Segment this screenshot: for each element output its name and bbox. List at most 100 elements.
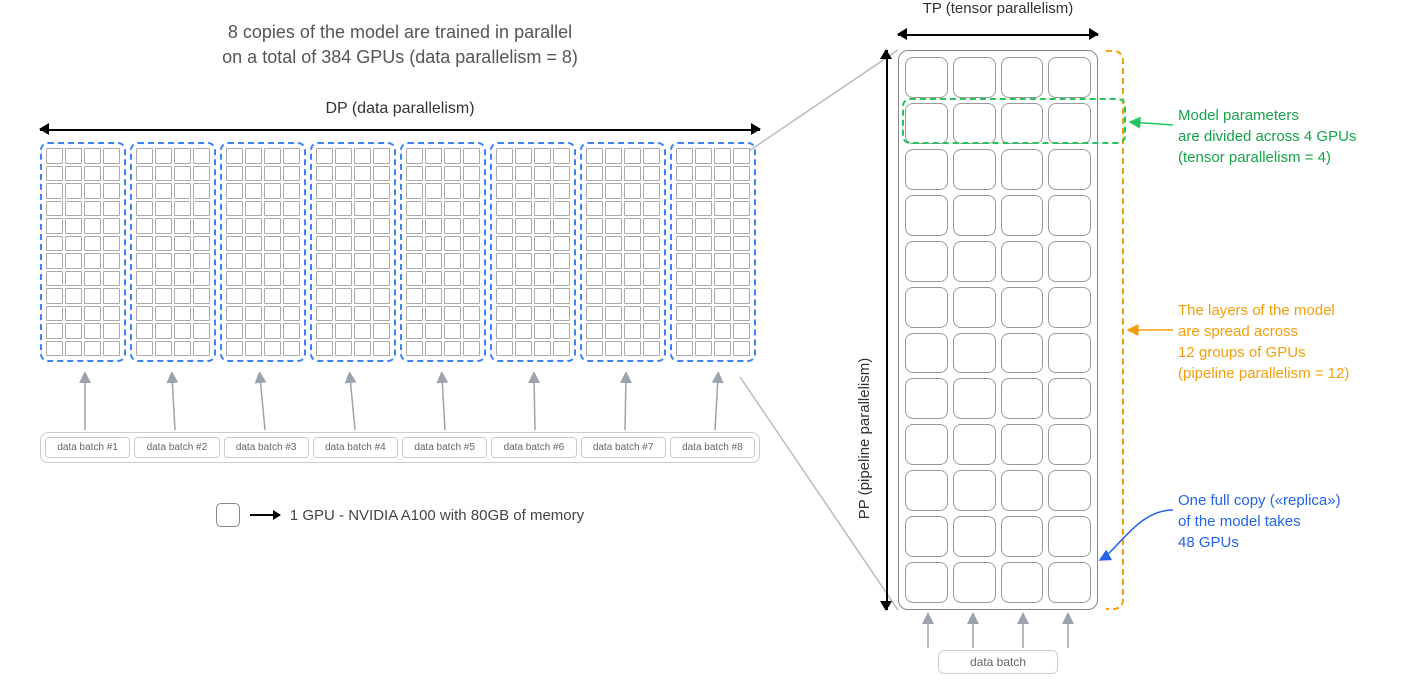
gpu-cell: [316, 323, 333, 339]
gpu-cell-large: [1048, 287, 1091, 328]
pp-axis-arrow: [880, 50, 892, 610]
gpu-cell-large: [905, 57, 948, 98]
gpu-cell: [515, 341, 532, 357]
gpu-cell: [643, 201, 660, 217]
gpu-cell: [155, 183, 172, 199]
gpu-cell: [515, 271, 532, 287]
gpu-cell: [496, 271, 513, 287]
gpu-cell: [174, 148, 191, 164]
gpu-cell: [605, 323, 622, 339]
gpu-cell: [695, 288, 712, 304]
gpu-cell: [406, 166, 423, 182]
gpu-cell: [444, 236, 461, 252]
gpu-cell: [193, 306, 210, 322]
gpu-cell: [65, 166, 82, 182]
gpu-cell: [425, 183, 442, 199]
gpu-cell-large: [1001, 57, 1044, 98]
annot-orange-3: 12 groups of GPUs: [1178, 342, 1378, 363]
gpu-cell: [534, 271, 551, 287]
gpu-cell: [534, 341, 551, 357]
gpu-cell: [136, 166, 153, 182]
gpu-cell-large: [953, 516, 996, 557]
gpu-cell: [624, 288, 641, 304]
gpu-cell: [193, 323, 210, 339]
gpu-legend-arrow-icon: [250, 514, 280, 516]
gpu-cell: [463, 236, 480, 252]
gpu-cell-large: [1048, 149, 1091, 190]
gpu-cell: [65, 253, 82, 269]
gpu-cell: [714, 201, 731, 217]
gpu-cell: [463, 306, 480, 322]
gpu-cell: [714, 288, 731, 304]
gpu-cell-large: [905, 378, 948, 419]
gpu-cell-large: [1048, 333, 1091, 374]
gpu-cell: [335, 288, 352, 304]
gpu-cell: [136, 236, 153, 252]
data-batch-label: data batch #3: [224, 437, 309, 458]
gpu-cell: [373, 166, 390, 182]
gpu-cell: [515, 288, 532, 304]
annot-blue-1: One full copy («replica»): [1178, 490, 1388, 511]
gpu-cell: [245, 271, 262, 287]
gpu-cell: [676, 166, 693, 182]
annotation-replica: One full copy («replica») of the model t…: [1178, 490, 1388, 553]
gpu-cell: [586, 236, 603, 252]
batch-row: data batch #1data batch #2data batch #3d…: [40, 432, 760, 463]
gpu-cell-large: [1001, 241, 1044, 282]
gpu-cell: [463, 148, 480, 164]
gpu-cell: [354, 236, 371, 252]
gpu-cell: [406, 236, 423, 252]
gpu-cell: [406, 201, 423, 217]
gpu-cell: [264, 341, 281, 357]
data-batch-label: data batch #5: [402, 437, 487, 458]
gpu-cell: [444, 271, 461, 287]
gpu-cell-large: [953, 287, 996, 328]
gpu-cell: [335, 253, 352, 269]
gpu-cell: [676, 218, 693, 234]
gpu-cell: [174, 166, 191, 182]
gpu-cell: [155, 341, 172, 357]
gpu-cell: [714, 236, 731, 252]
gpu-cell-large: [953, 195, 996, 236]
gpu-cell: [245, 306, 262, 322]
gpu-cell: [46, 236, 63, 252]
gpu-cell: [714, 166, 731, 182]
gpu-cell: [155, 271, 172, 287]
gpu-cell: [46, 218, 63, 234]
gpu-cell: [335, 148, 352, 164]
gpu-cell: [676, 201, 693, 217]
dp-replica: [220, 142, 306, 362]
gpu-cell: [245, 288, 262, 304]
gpu-cell: [373, 341, 390, 357]
gpu-cell: [425, 306, 442, 322]
gpu-cell: [283, 323, 300, 339]
gpu-cell: [174, 271, 191, 287]
dp-replica: [400, 142, 486, 362]
gpu-cell: [714, 253, 731, 269]
gpu-cell: [103, 201, 120, 217]
gpu-cell: [283, 306, 300, 322]
gpu-cell: [463, 253, 480, 269]
gpu-cell: [425, 271, 442, 287]
gpu-cell: [496, 166, 513, 182]
gpu-cell: [515, 201, 532, 217]
title-line-1: 8 copies of the model are trained in par…: [40, 20, 760, 45]
gpu-cell: [65, 341, 82, 357]
gpu-cell: [496, 148, 513, 164]
gpu-cell-large: [1001, 424, 1044, 465]
gpu-cell-large: [1001, 378, 1044, 419]
gpu-cell: [335, 183, 352, 199]
gpu-cell-large: [905, 287, 948, 328]
gpu-cell: [136, 341, 153, 357]
gpu-cell: [733, 288, 750, 304]
gpu-cell: [676, 236, 693, 252]
gpu-cell: [463, 218, 480, 234]
gpu-cell: [676, 323, 693, 339]
data-batch-label: data batch #1: [45, 437, 130, 458]
title-line-2: on a total of 384 GPUs (data parallelism…: [40, 45, 760, 70]
gpu-cell: [103, 323, 120, 339]
gpu-cell: [354, 271, 371, 287]
gpu-cell: [643, 341, 660, 357]
gpu-cell: [264, 306, 281, 322]
gpu-cell: [496, 323, 513, 339]
